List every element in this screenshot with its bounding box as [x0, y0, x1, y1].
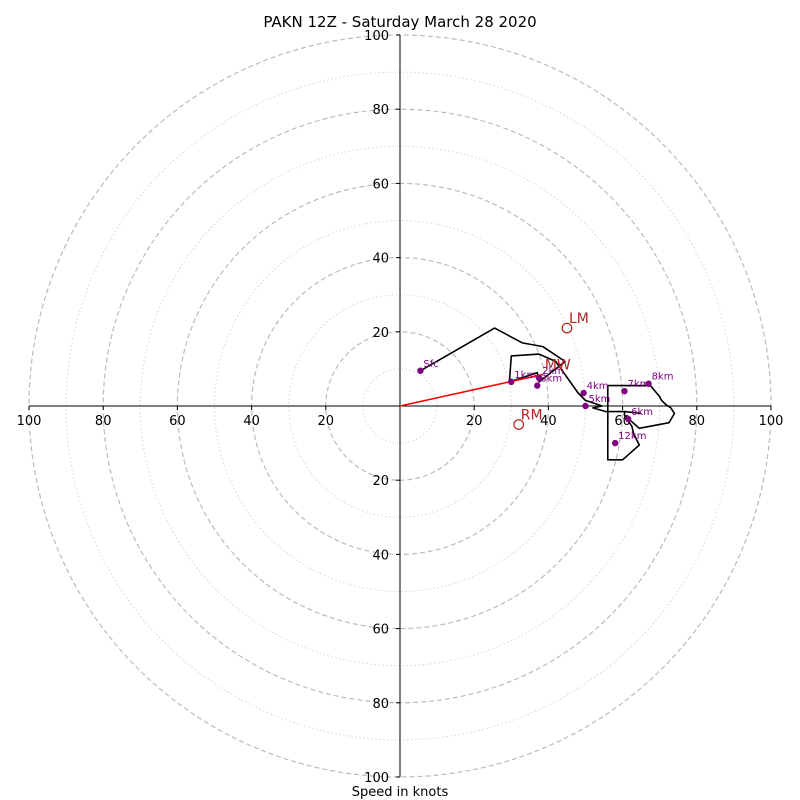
shear-vector	[399, 373, 544, 407]
storm-label-lm: LM	[569, 311, 589, 327]
height-marker-1km	[508, 378, 515, 386]
x-tick-label: 80	[689, 414, 706, 429]
x-tick-label: 60	[169, 414, 186, 429]
y-tick-label: 80	[372, 697, 389, 712]
tick-labels: 100 80 60 40 20 20 40 60 80 100204060801002040608…	[17, 29, 784, 786]
height-marker-12km	[611, 439, 619, 447]
y-tick-label: 60	[372, 177, 389, 192]
height-label-3km: 3km	[540, 374, 562, 385]
height-label-6km: 6km	[631, 407, 653, 418]
shear-vector-line	[399, 373, 544, 407]
y-tick-label: 20	[372, 474, 389, 489]
y-tick-label: 60	[372, 623, 389, 638]
storm-label-rm: RM	[521, 408, 543, 424]
hodograph-trace	[420, 327, 676, 461]
x-tick-label: 40	[540, 414, 557, 429]
x-tick-label: 100	[759, 414, 784, 429]
height-label-sfc: Sfc	[423, 359, 438, 370]
height-label-8km: 8km	[652, 372, 674, 383]
chart-title: PAKN 12Z - Saturday March 28 2020	[263, 13, 536, 31]
height-label-1km: 1km	[514, 370, 536, 381]
y-tick-label: 80	[372, 103, 389, 118]
height-marker-7km	[621, 387, 628, 395]
y-tick-label: 40	[372, 252, 389, 267]
height-marker-5km	[582, 402, 589, 410]
storm-marker-rm	[513, 419, 525, 430]
height-label-12km: 12km	[618, 431, 646, 442]
y-tick-label: 20	[372, 326, 389, 341]
x-tick-label: 100	[17, 414, 42, 429]
height-marker-3km	[534, 382, 541, 389]
height-marker-8km	[645, 380, 652, 387]
storm-motion-markers: LM RM MW	[513, 311, 589, 430]
x-tick-label: 40	[243, 414, 260, 429]
storm-marker-lm	[561, 322, 573, 334]
height-label-5km: 5km	[589, 394, 611, 405]
y-tick-label: 100	[364, 771, 389, 786]
storm-label-mw: MW	[545, 357, 571, 373]
height-marker-6km	[624, 415, 632, 423]
y-tick-label: 40	[372, 548, 389, 563]
x-tick-label: 80	[95, 414, 112, 429]
height-marker-4km	[580, 389, 587, 397]
height-label-7km: 7km	[627, 379, 649, 390]
hodograph-line	[420, 327, 676, 461]
height-label-4km: 4km	[587, 381, 609, 392]
height-marker-sfc	[417, 367, 424, 374]
x-axis-label: Speed in knots	[352, 785, 449, 800]
y-tick-label: 100	[364, 29, 389, 44]
height-marker-2km	[535, 374, 543, 382]
height-label-2km: 2km	[542, 366, 564, 377]
x-tick-label: 20	[466, 414, 483, 429]
x-tick-label: 20	[318, 414, 335, 429]
